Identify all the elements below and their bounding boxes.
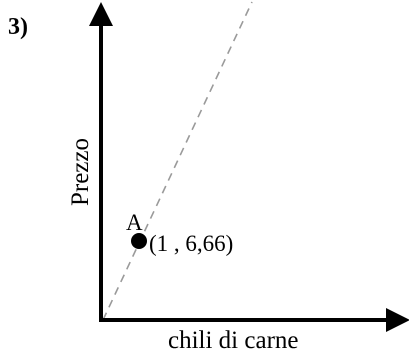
point-a-label: A bbox=[126, 210, 143, 235]
x-axis-label: chili di carne bbox=[168, 327, 299, 354]
dashed-line bbox=[102, 1, 253, 321]
point-a-marker bbox=[131, 233, 147, 249]
point-a-coordinates: (1 , 6,66) bbox=[149, 231, 233, 256]
problem-number: 3) bbox=[8, 14, 28, 40]
y-axis-label: Prezzo bbox=[67, 138, 94, 206]
